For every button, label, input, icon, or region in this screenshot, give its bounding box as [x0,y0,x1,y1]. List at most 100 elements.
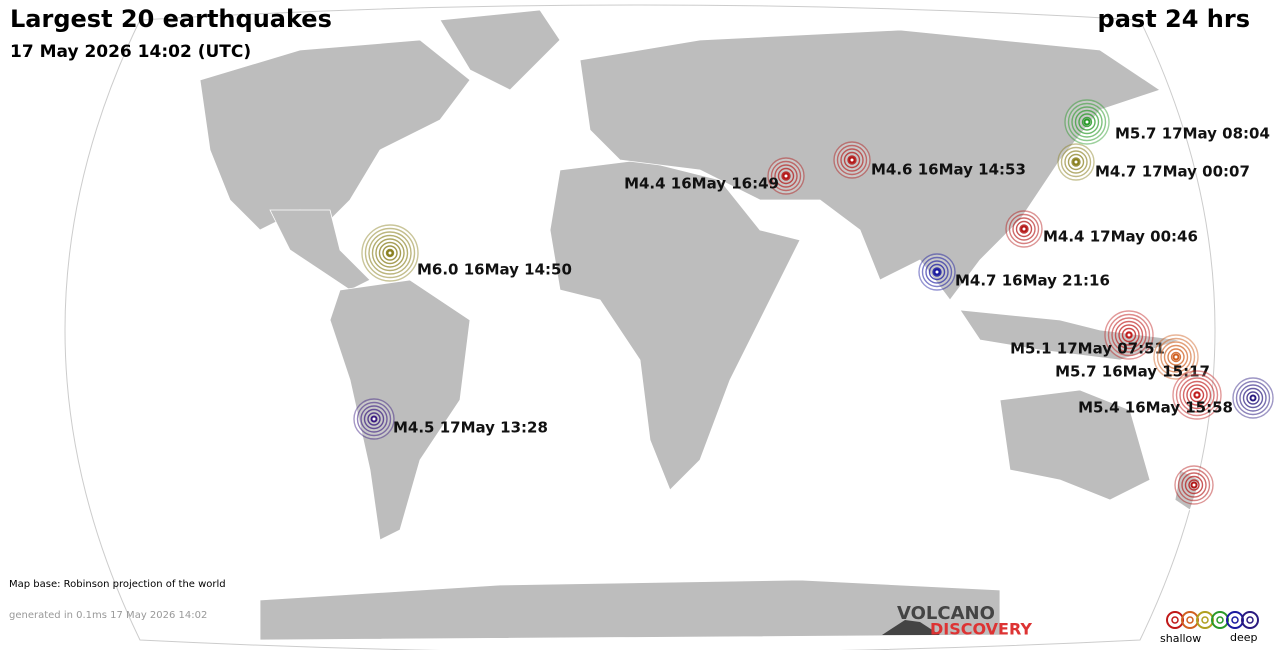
logo-line2: DISCOVERY [930,620,1032,639]
quake-ring [1060,146,1092,178]
quake-center [1249,394,1257,402]
quake-ring [1170,351,1182,363]
quake-ring [378,241,402,265]
quake-ring [1235,380,1271,416]
quake-ring [1184,475,1204,495]
quake-ring [1189,387,1205,403]
quake-ring [382,245,398,261]
quake-ring [1107,313,1151,357]
quake-center [1172,353,1180,361]
legend-ring [1246,616,1254,624]
quake-center [1193,391,1201,399]
quake-label: M4.4 16May 16:49 [624,175,779,193]
legend-ring [1181,611,1199,629]
quake-ring [363,408,385,430]
quake-center [1125,331,1133,339]
quake-ring [847,155,857,165]
quake-label: M4.4 17May 00:46 [1043,228,1198,246]
legend-ring [1226,611,1244,629]
quake-ring [1078,113,1096,131]
quake-ring [1074,109,1100,135]
quake-center [782,172,790,180]
quake-label: M5.4 16May 15:58 [1078,399,1233,417]
quake-ring [1175,373,1219,417]
quake-center [370,415,378,423]
legend-ring [1241,611,1259,629]
quake-ring [1188,479,1200,491]
quake-ring [364,227,416,279]
quake-ring [375,238,405,268]
logo-line1: VOLCANO [897,603,995,624]
quake-ring [368,231,412,275]
quake-center [1020,225,1028,233]
quake-ring [1163,344,1189,370]
quake-label: M4.7 16May 21:16 [955,272,1110,290]
quake-center [848,156,856,164]
quake-ring [1186,384,1208,406]
quakes: M5.7 17May 08:04 M4.6 16May 14:53 M4.4 16M… [353,99,1274,505]
quake-ring [777,167,795,185]
quake-center [1072,158,1080,166]
quake-ring [1067,102,1107,142]
quake-ring [1181,472,1207,498]
quake-ring [1071,106,1103,138]
quake-ring [356,401,392,437]
quake-ring [360,405,388,433]
legend-ring [1211,611,1229,629]
legend-deep: deep [1230,631,1258,644]
quake-ring [1156,337,1196,377]
quake-ring [1067,153,1085,171]
quake-ring [921,256,953,288]
quake-center [933,268,941,276]
quake-ring [1177,468,1211,502]
quake-label: M5.7 17May 08:04 [1115,125,1270,143]
depth-legend [1166,611,1259,629]
quake-ring [840,148,864,172]
quake-ring [1167,348,1185,366]
quake-center [386,249,394,257]
quake-ring [1111,317,1147,353]
quake-ring [1118,324,1140,346]
quake-label: M6.0 16May 14:50 [417,261,572,279]
generated-note: generated in 0.1ms 17 May 2026 14:02 [9,610,207,621]
quake-ring [1160,341,1192,373]
land [199,9,1201,641]
quake-ring [1242,387,1264,409]
quake-label: M4.5 17May 13:28 [393,419,548,437]
legend-ring [1196,611,1214,629]
quake-ring [1012,217,1036,241]
logo-icon [882,620,940,635]
quake-ring [1081,116,1093,128]
quake-ring [1071,157,1081,167]
subtitle: 17 May 2026 14:02 (UTC) [10,42,251,62]
quake-ring [781,171,791,181]
quake-center [1083,118,1091,126]
quake-ring [928,263,946,281]
quake-ring [925,260,949,284]
title: Largest 20 earthquakes [10,5,332,33]
legend-ring [1171,616,1179,624]
quake-label: M4.6 16May 14:53 [871,161,1026,179]
quake-label: M5.1 17May 07:51 [1010,340,1165,358]
period: past 24 hrs [1098,5,1250,33]
quake-ring [1121,327,1137,343]
quake-ring [1182,380,1212,410]
quake-ring [932,267,942,277]
quake-ring [1008,213,1040,245]
quake-ring [1019,224,1029,234]
quake-ring [1179,377,1215,413]
quake-ring [843,151,861,169]
quake-ring [770,160,802,192]
quake-ring [1064,150,1088,174]
quake-center [1190,481,1198,489]
legend-ring [1186,616,1194,624]
quake-ring [1015,220,1033,238]
quake-ring [367,412,381,426]
map-base-note: Map base: Robinson projection of the wor… [9,579,226,590]
quake-ring [1246,391,1260,405]
legend-ring [1231,616,1239,624]
legend-shallow: shallow [1160,632,1201,645]
legend-ring [1201,616,1209,624]
